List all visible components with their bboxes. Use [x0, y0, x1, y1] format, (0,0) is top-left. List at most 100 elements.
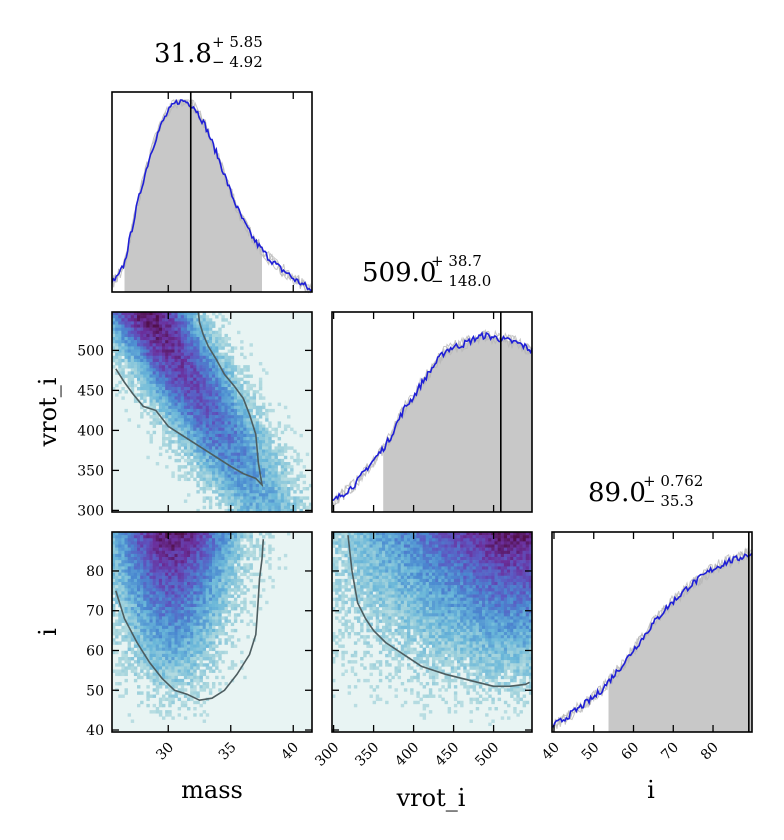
density-cell [388, 578, 392, 583]
density-cell [208, 377, 213, 382]
density-cell [133, 585, 138, 589]
density-cell [187, 585, 191, 589]
density-cell [227, 390, 232, 394]
density-cell [366, 563, 370, 567]
density-cell [152, 603, 157, 608]
density-cell [171, 628, 175, 633]
density-cell [388, 582, 392, 586]
density-cell [215, 402, 219, 407]
density-cell [196, 402, 200, 407]
density-cell [221, 616, 225, 620]
density-cell [366, 616, 370, 620]
density-cell [162, 675, 166, 680]
density-cell [162, 553, 166, 558]
density-cell [202, 619, 207, 623]
density-cell [171, 380, 175, 385]
density-cell [162, 594, 166, 598]
density-cell [177, 707, 182, 711]
density-cell [212, 471, 216, 475]
density-cell [252, 477, 257, 482]
density-cell [180, 572, 185, 577]
density-cell [357, 566, 361, 570]
density-cell [221, 358, 225, 363]
density-cell [174, 321, 178, 325]
density-cell [193, 691, 197, 695]
density-cell [193, 544, 197, 548]
density-cell [394, 535, 398, 539]
density-cell [140, 560, 144, 564]
density-cell [146, 535, 150, 539]
density-cell [360, 663, 364, 667]
density-cell [177, 380, 182, 385]
density-cell [215, 575, 219, 580]
density-cell [177, 688, 182, 692]
density-cell [152, 653, 157, 658]
density-cell [183, 471, 188, 475]
density-cell [388, 594, 392, 598]
density-cell [177, 594, 182, 598]
density-cell [344, 566, 348, 570]
density-cell [205, 443, 210, 447]
density-cell [221, 622, 225, 627]
density-cell [137, 685, 141, 689]
density-cell [130, 610, 135, 614]
density-cell [149, 613, 153, 617]
density-cell [357, 547, 361, 552]
density-cell [140, 544, 144, 548]
density-cell [137, 535, 141, 539]
density-cell [385, 557, 389, 561]
density-cell [196, 553, 200, 558]
density-cell [140, 330, 144, 335]
density-cell [118, 694, 122, 698]
density-cell [268, 462, 272, 466]
density-cell [388, 553, 392, 558]
density-cell [137, 557, 141, 561]
density-cell [287, 532, 291, 536]
density-cell [274, 468, 278, 472]
density-cell [130, 600, 135, 605]
density-cell [174, 312, 178, 316]
density-cell [180, 610, 185, 614]
density-cell [224, 318, 228, 322]
density-cell [240, 578, 244, 583]
density-cell [335, 547, 339, 552]
density-cell [237, 443, 241, 447]
density-cell [208, 603, 213, 608]
density-cell [180, 535, 185, 539]
density-cell [177, 553, 182, 558]
density-cell [171, 318, 175, 322]
density-cell [146, 582, 150, 586]
density-cell [221, 563, 225, 567]
density-cell [118, 349, 122, 353]
density-cell [174, 678, 178, 683]
density-cell [268, 449, 272, 453]
density-cell [118, 362, 122, 366]
density-cell [382, 569, 386, 573]
density-cell [218, 474, 222, 478]
density-cell [274, 462, 278, 466]
density-cell [155, 688, 160, 692]
density-cell [265, 505, 269, 510]
density-cell [224, 502, 228, 507]
density-cell [155, 597, 160, 602]
density-cell [155, 569, 160, 573]
density-cell [158, 678, 163, 683]
density-cell [237, 569, 241, 573]
density-cell [171, 383, 175, 388]
density-cell [274, 446, 278, 450]
density-cell [183, 532, 188, 536]
density-cell [137, 324, 141, 328]
density-cell [372, 597, 377, 602]
density-cell [268, 493, 272, 497]
density-cell [221, 421, 225, 425]
density-cell [196, 483, 200, 488]
density-cell [212, 365, 216, 369]
density-cell [174, 408, 178, 413]
density-cell [215, 383, 219, 388]
density-cell [196, 663, 200, 667]
density-cell [246, 622, 250, 627]
density-cell [152, 572, 157, 577]
density-cell [202, 641, 207, 645]
density-cell [277, 452, 282, 457]
density-cell [375, 625, 380, 630]
